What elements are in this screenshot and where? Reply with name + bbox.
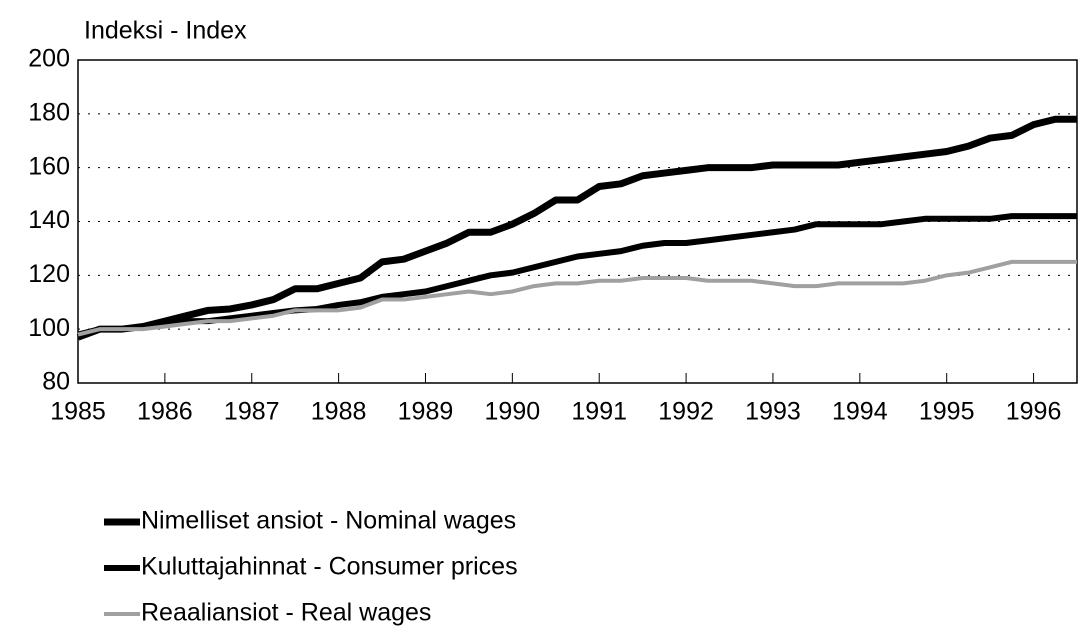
y-tick-label: 140 [28, 206, 70, 234]
x-tick-label: 1996 [1006, 398, 1062, 426]
x-tick-label: 1992 [658, 398, 714, 426]
y-tick-label: 100 [28, 314, 70, 342]
x-tick-label: 1988 [311, 398, 367, 426]
series-line [76, 115, 1077, 341]
y-tick-label: 80 [42, 368, 70, 396]
y-tick-label: 180 [28, 98, 70, 126]
x-tick-label: 1986 [137, 398, 193, 426]
x-tick-label: 1994 [832, 398, 888, 426]
plot-frame [77, 59, 1078, 384]
series-line [77, 213, 1077, 338]
legend-label: Reaaliansiot - Real wages [141, 599, 431, 627]
y-tick-label: 120 [28, 260, 70, 288]
x-tick-label: 1985 [50, 398, 106, 426]
y-tick-label: 200 [28, 45, 70, 73]
x-tick-label: 1987 [224, 398, 280, 426]
legend-label: Kuluttajahinnat - Consumer prices [141, 553, 518, 581]
x-tick-label: 1989 [398, 398, 454, 426]
x-tick-label: 1991 [571, 398, 627, 426]
x-tick-label: 1995 [919, 398, 975, 426]
y-tick-label: 160 [28, 152, 70, 180]
x-tick-label: 1993 [745, 398, 801, 426]
x-tick-label: 1990 [485, 398, 541, 426]
series-line [77, 259, 1077, 337]
legend-label: Nimelliset ansiot - Nominal wages [141, 507, 516, 535]
chart-title: Indeksi - Index [84, 17, 247, 45]
